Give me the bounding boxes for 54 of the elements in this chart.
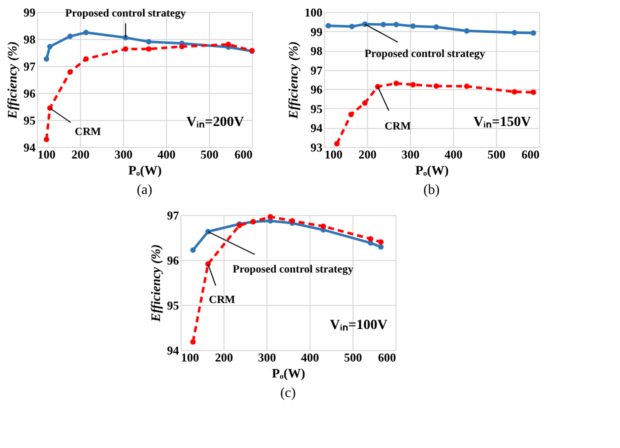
series-label: Proposed control strategy [364,48,486,60]
x-tick-label: 100 [38,148,56,162]
y-tick-label: 94 [24,140,36,154]
annotation: Vᵢₙ=100V [330,318,388,333]
x-tick-label: 200 [215,350,233,364]
x-tick-label: 600 [522,148,540,162]
x-tick-label: 600 [378,350,396,364]
x-tick-label: 300 [402,148,420,162]
x-tick-label: 500 [344,350,362,364]
y-tick-label: 97 [310,63,322,78]
y-axis-title: Efficiency (%) [148,244,163,323]
x-tick-label: 400 [444,148,462,162]
text: CRM [384,120,412,133]
y-tick-label: 99 [24,6,36,20]
text: (c) [280,386,296,401]
y-axis-title: Efficiency (%) [286,41,300,120]
x-tick-label: 400 [158,148,176,162]
y-tick-label: 96 [24,86,36,100]
y-tick-label: 96 [310,82,322,97]
y-tick-label: 98 [310,44,322,58]
x-tick-label: 200 [72,148,90,162]
x-tick-label: 100 [324,148,342,162]
y-tick-label: 95 [24,114,36,128]
series-label: Proposed control strategy [65,8,186,20]
annotation: Vᵢₙ=200V [186,115,244,130]
x-tick-label: 100 [181,350,199,364]
series-label: CRM [208,294,236,306]
text: Proposed control strategy [232,264,354,276]
y-tick-label: 98 [24,32,36,46]
text: CRM [74,126,102,138]
y-tick-label: 100 [304,6,322,20]
text: (a) [136,183,153,198]
y-tick-label: 97 [24,60,36,74]
annotation: Vᵢₙ=150V [473,115,531,130]
x-axis-title: Pₒ(W) [415,162,449,178]
x-tick-label: 200 [358,148,376,162]
y-tick-label: 94 [167,344,179,358]
text: (b) [423,183,440,198]
y-axis-title: Efficiency (%) [4,41,20,120]
y-tick-label: 95 [310,102,322,116]
x-tick-label: 500 [488,148,506,162]
y-tick-label: 99 [310,24,322,39]
x-tick-label: 600 [234,148,252,162]
x-axis-title: Pₒ(W) [272,366,306,380]
y-tick-label: 95 [167,298,179,312]
x-axis-title: Pₒ(W) [128,162,162,178]
x-tick-label: 500 [200,148,218,162]
y-tick-label: 93 [310,140,322,154]
x-tick-label: 300 [114,148,132,162]
y-tick-label: 96 [167,254,179,268]
x-tick-label: 300 [258,350,276,364]
y-tick-label: 97 [167,208,179,222]
y-tick-label: 94 [310,121,322,136]
x-tick-label: 400 [301,350,319,364]
